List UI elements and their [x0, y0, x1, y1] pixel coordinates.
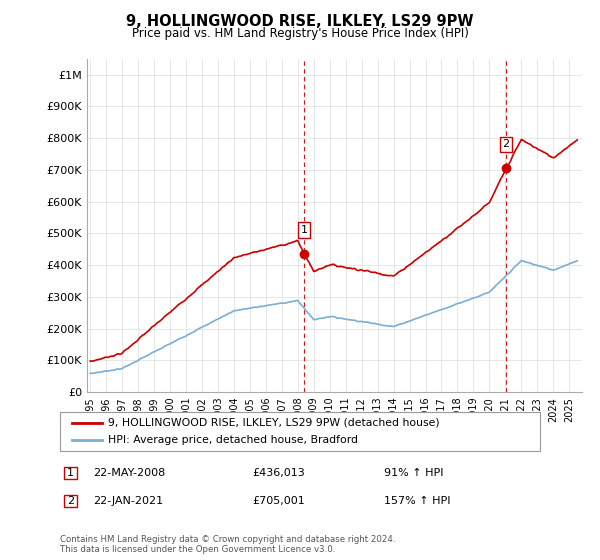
Text: 22-JAN-2021: 22-JAN-2021: [93, 496, 163, 506]
Text: 91% ↑ HPI: 91% ↑ HPI: [384, 468, 443, 478]
Text: Contains HM Land Registry data © Crown copyright and database right 2024.
This d: Contains HM Land Registry data © Crown c…: [60, 535, 395, 554]
Text: 1: 1: [301, 225, 307, 235]
Text: 9, HOLLINGWOOD RISE, ILKLEY, LS29 9PW (detached house): 9, HOLLINGWOOD RISE, ILKLEY, LS29 9PW (d…: [108, 418, 440, 428]
Text: 22-MAY-2008: 22-MAY-2008: [93, 468, 165, 478]
Text: Price paid vs. HM Land Registry's House Price Index (HPI): Price paid vs. HM Land Registry's House …: [131, 27, 469, 40]
Text: 157% ↑ HPI: 157% ↑ HPI: [384, 496, 451, 506]
Text: 1: 1: [67, 468, 74, 478]
Text: £705,001: £705,001: [252, 496, 305, 506]
Text: HPI: Average price, detached house, Bradford: HPI: Average price, detached house, Brad…: [108, 435, 358, 445]
Text: £436,013: £436,013: [252, 468, 305, 478]
Text: 2: 2: [503, 139, 510, 150]
Text: 9, HOLLINGWOOD RISE, ILKLEY, LS29 9PW: 9, HOLLINGWOOD RISE, ILKLEY, LS29 9PW: [126, 14, 474, 29]
Text: 2: 2: [67, 496, 74, 506]
